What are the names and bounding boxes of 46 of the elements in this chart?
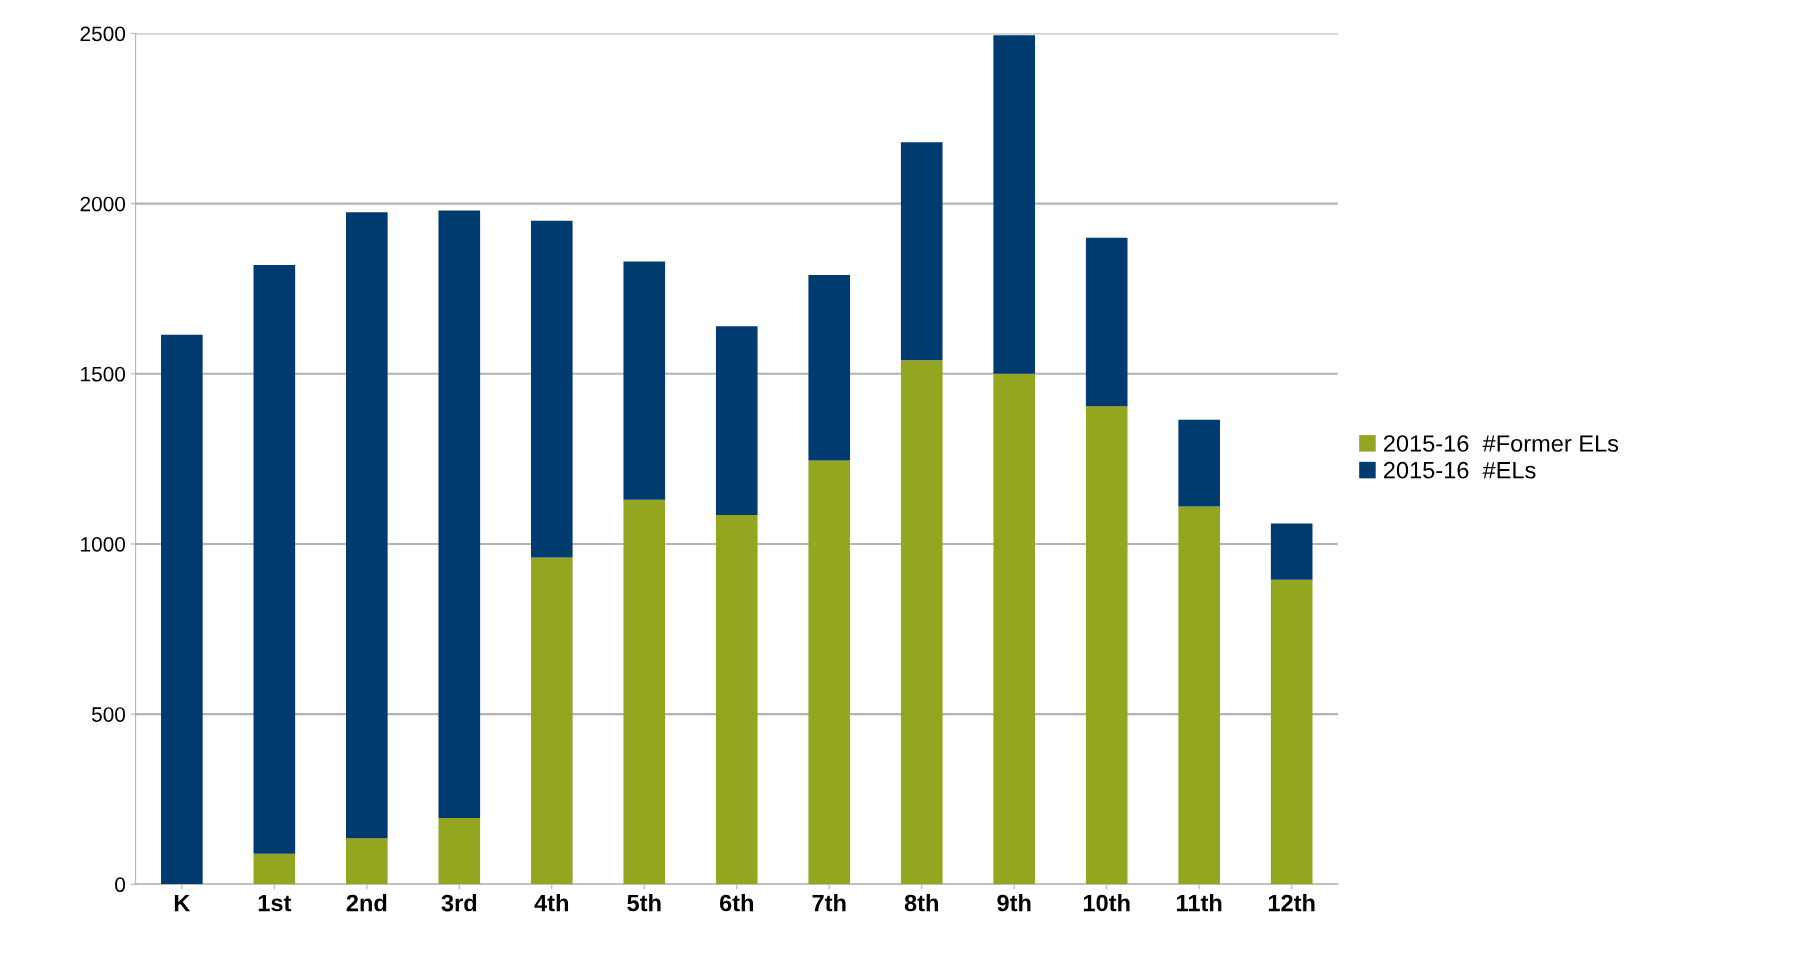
bar [715,515,758,885]
bar [623,261,666,500]
x-tick-label: 4th [534,894,569,912]
y-tick-label: 0 [115,877,126,893]
bar [808,275,851,461]
x-tick-label: K [174,894,191,912]
bar [346,838,388,885]
x-tick-label: 3rd [441,894,477,912]
bar [530,220,573,558]
bar [1270,579,1313,885]
y-tick-label: 1500 [81,366,126,382]
bar [346,212,388,839]
bar [161,334,203,885]
bar [1085,237,1128,407]
y-tick-label: 500 [91,707,126,722]
legend-label: 2015-16 #ELs [1383,461,1536,479]
x-tick-label: 6th [719,894,754,912]
bar [1085,406,1128,885]
legend-label: 2015-16 #Former ELs [1383,435,1619,452]
x-tick-label: 10th [1083,894,1130,912]
bar [993,373,1036,885]
bar [623,499,666,885]
bar [715,326,758,516]
x-tick-label: 1st [258,894,292,912]
bar [993,35,1036,374]
bar [530,557,573,885]
bar [253,264,296,854]
x-tick-label: 5th [627,894,661,912]
bar [1178,506,1220,885]
bar [900,142,943,361]
bar [1270,523,1313,580]
y-tick-label: 1000 [81,536,126,552]
bar [900,360,943,885]
bar [808,460,851,885]
x-tick-label: 8th [904,894,938,912]
y-tick-label: 2000 [80,196,126,212]
bar [438,817,481,885]
x-tick-label: 11th [1177,894,1222,912]
y-tick-label: 2500 [80,26,126,42]
x-tick-label: 7th [812,894,846,912]
bar [438,210,481,818]
bar [253,853,296,885]
x-tick-label: 12th [1268,894,1315,912]
x-tick-label: 9th [997,894,1031,912]
bar [1178,419,1220,507]
x-tick-label: 2nd [346,894,387,912]
